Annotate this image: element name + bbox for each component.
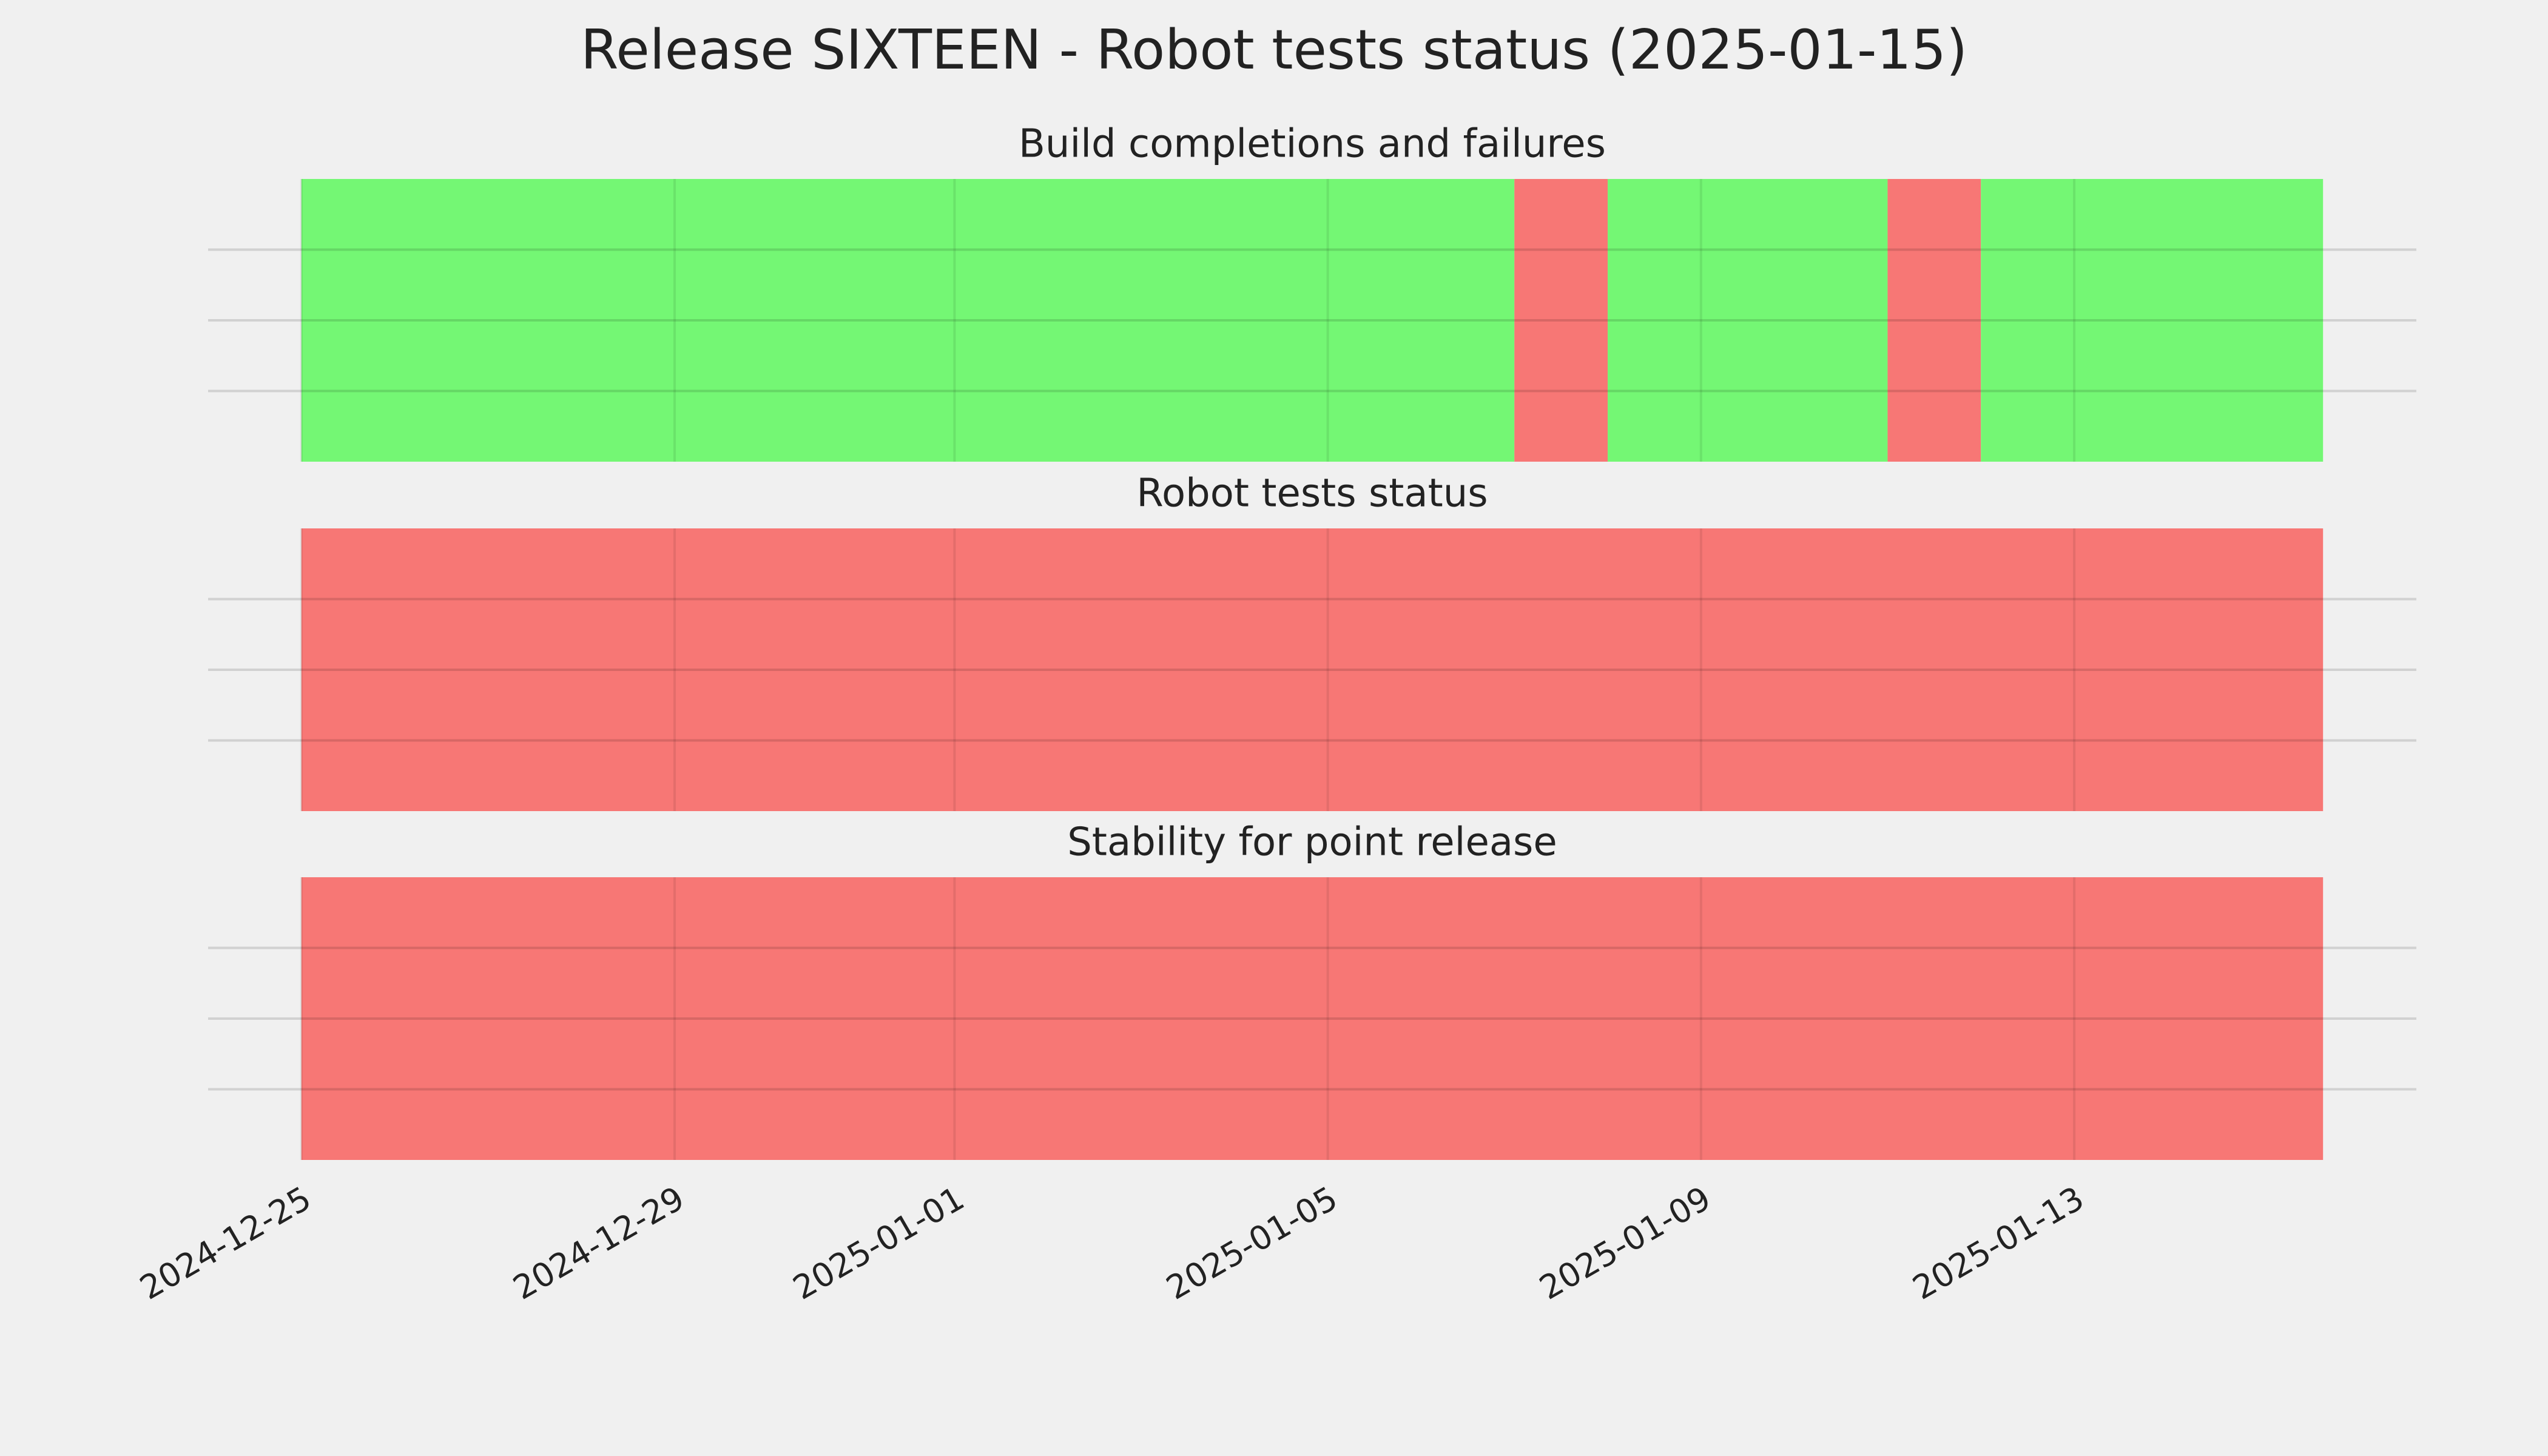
status-span: [1608, 179, 1888, 462]
panel-title: Stability for point release: [1067, 820, 1557, 865]
status-span: [301, 179, 1515, 462]
chart-title: Release SIXTEEN - Robot tests status (20…: [581, 18, 1967, 82]
status-span: [1514, 179, 1608, 462]
status-span: [301, 877, 2324, 1160]
status-span: [301, 528, 2324, 811]
status-span: [1887, 179, 1981, 462]
panel-title: Build completions and failures: [1019, 122, 1606, 167]
status-span: [1981, 179, 2324, 462]
panel-title: Robot tests status: [1136, 471, 1488, 516]
